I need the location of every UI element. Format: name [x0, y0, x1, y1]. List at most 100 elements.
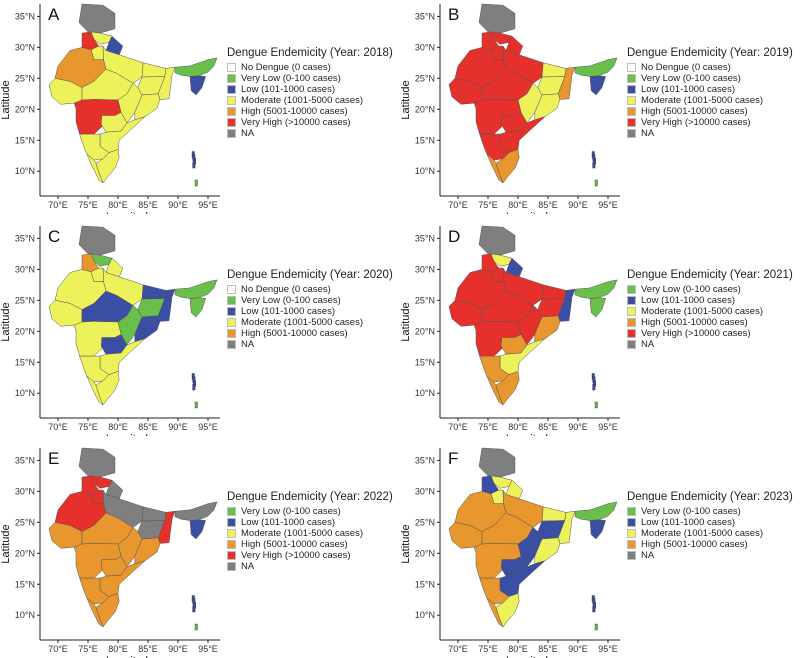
legend-swatch: [227, 107, 236, 116]
legend-swatch: [227, 296, 236, 305]
region-uttarakhand: [105, 35, 124, 56]
region-ne: [174, 501, 218, 521]
map-svg: 70°E 75°E 80°E 85°E 90°E 95°E 35°N 30°N 25°N 20°N…: [400, 225, 620, 436]
x-tick-label: 90°E: [168, 422, 188, 432]
region-odisha: [134, 93, 161, 121]
legend-label: No Dengue (0 cases): [241, 284, 331, 295]
y-tick-label: 20°N: [415, 104, 435, 114]
legend-item-high: High (5001-10000 cases): [227, 539, 393, 550]
y-tick-label: 25°N: [415, 517, 435, 527]
map-panel-f: 70°E 75°E 80°E 85°E 90°E 95°E 35°N 30°N 25°N 20°N…: [400, 444, 800, 658]
region-north: [478, 447, 516, 478]
y-tick-label: 20°N: [15, 104, 35, 114]
y-tick-label: 30°N: [415, 42, 435, 52]
y-tick-label: 20°N: [415, 326, 435, 336]
x-tick-label: 90°E: [168, 644, 188, 654]
legend-label: High (5001-10000 cases): [241, 539, 348, 550]
region-uttarakhand: [505, 257, 524, 278]
legend-item-none: No Dengue (0 cases): [627, 62, 793, 73]
legend-swatch: [227, 129, 236, 138]
legend-item-high: High (5001-10000 cases): [227, 106, 393, 117]
legend-swatch: [627, 63, 636, 72]
map-panel-c: 70°E 75°E 80°E 85°E 90°E 95°E 35°N 30°N 25°N 20°N…: [0, 222, 400, 436]
legend-swatch: [227, 540, 236, 549]
region-uttarakhand: [105, 257, 124, 278]
legend-title: Dengue Endemicity (Year: 2022): [227, 491, 393, 503]
x-tick-label: 90°E: [568, 644, 588, 654]
legend-label: No Dengue (0 cases): [241, 62, 331, 73]
legend-swatch: [627, 540, 636, 549]
region-up: [502, 45, 544, 84]
legend-label: Very Low (0-100 cases): [641, 73, 741, 84]
y-axis-title: Latitude: [0, 80, 12, 119]
x-tick-label: 85°E: [138, 644, 158, 654]
region-bihar: [541, 506, 567, 522]
legend-label: Moderate (1001-5000 cases): [241, 528, 363, 539]
legend-item-na: NA: [227, 561, 393, 572]
legend-label: Very Low (0-100 cases): [241, 506, 341, 517]
legend: Dengue Endemicity (Year: 2019) No Dengue …: [627, 47, 793, 139]
legend-item-na: NA: [627, 550, 793, 561]
island: [192, 383, 196, 391]
legend-label: High (5001-10000 cases): [641, 539, 748, 550]
region-up: [102, 45, 144, 84]
legend-swatch: [627, 96, 636, 105]
region-layer: [48, 447, 218, 631]
y-tick-label: 10°N: [415, 388, 435, 398]
legend-item-low: Low (101-1000 cases): [627, 517, 793, 528]
x-tick-label: 95°E: [198, 200, 218, 210]
region-ne: [174, 57, 218, 77]
island: [194, 401, 198, 409]
x-tick-label: 85°E: [538, 200, 558, 210]
y-tick-label: 30°N: [415, 264, 435, 274]
legend-title: Dengue Endemicity (Year: 2021): [627, 269, 793, 281]
region-layer: [448, 225, 618, 409]
y-tick-label: 25°N: [15, 73, 35, 83]
panel-letter: A: [48, 5, 60, 24]
legend-item-high: High (5001-10000 cases): [627, 106, 793, 117]
legend-swatch: [227, 518, 236, 527]
y-tick-label: 10°N: [415, 610, 435, 620]
x-tick-label: 80°E: [108, 422, 128, 432]
island: [592, 605, 596, 613]
x-tick-label: 75°E: [78, 644, 98, 654]
x-tick-label: 95°E: [598, 200, 618, 210]
region-odisha: [134, 315, 161, 343]
legend-swatch: [227, 285, 236, 294]
x-tick-label: 75°E: [478, 422, 498, 432]
y-tick-label: 15°N: [415, 579, 435, 589]
legend-swatch: [227, 307, 236, 316]
region-north: [78, 3, 116, 34]
region-up: [102, 489, 144, 528]
region-kerala: [86, 153, 104, 184]
legend-label: High (5001-10000 cases): [241, 106, 348, 117]
island: [192, 605, 196, 613]
legend-swatch: [227, 63, 236, 72]
island: [194, 179, 198, 187]
map-panel-a: 70°E 75°E 80°E 85°E 90°E 95°E 35°N 30°N 25°N 20°N…: [0, 0, 400, 214]
legend-label: Very High (>10000 cases): [241, 550, 351, 561]
x-tick-label: 70°E: [48, 200, 68, 210]
legend-label: Low (101-1000 cases): [641, 517, 735, 528]
y-axis-title: Latitude: [400, 524, 412, 563]
legend-swatch: [627, 329, 636, 338]
region-ne: [574, 57, 618, 77]
region-north: [78, 225, 116, 256]
region-uttarakhand: [105, 479, 124, 500]
legend-swatch: [227, 551, 236, 560]
x-tick-label: 85°E: [138, 422, 158, 432]
x-tick-label: 95°E: [198, 422, 218, 432]
x-tick-label: 70°E: [48, 644, 68, 654]
legend-swatch: [227, 340, 236, 349]
legend-label: Very High (>10000 cases): [241, 117, 351, 128]
legend-swatch: [227, 96, 236, 105]
legend-item-moderate: Moderate (1001-5000 cases): [227, 528, 393, 539]
legend-item-verylow: Very Low (0-100 cases): [627, 284, 793, 295]
region-odisha: [534, 93, 561, 121]
x-tick-label: 70°E: [448, 644, 468, 654]
y-tick-label: 10°N: [15, 388, 35, 398]
y-tick-label: 35°N: [415, 233, 435, 243]
legend-label: Low (101-1000 cases): [641, 84, 735, 95]
x-axis-title: Longitude: [106, 433, 154, 436]
legend-label: NA: [241, 561, 255, 572]
